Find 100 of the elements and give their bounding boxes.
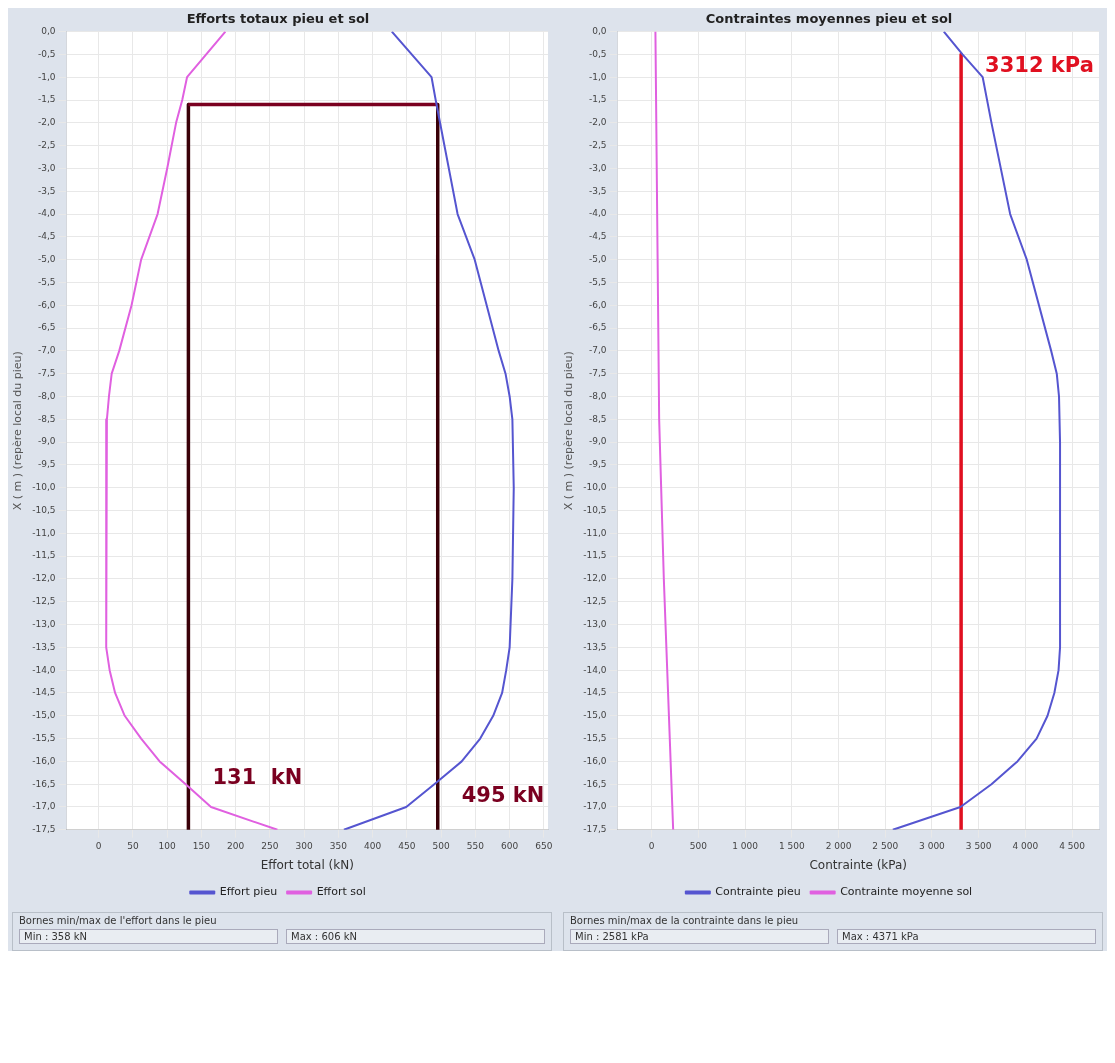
y-tick-label: -8,0: [37, 390, 56, 401]
y-tick-label: -13,0: [583, 618, 607, 629]
annotation: 495 kN: [461, 783, 545, 808]
y-tick-label: -17,0: [32, 801, 56, 812]
y-tick-label: -4,0: [37, 208, 56, 219]
y-tick-label: -11,0: [32, 527, 56, 538]
y-tick-label: -9,5: [37, 459, 56, 470]
y-tick-label: -9,5: [588, 459, 607, 470]
x-tick-label: 3 000: [919, 840, 946, 851]
y-tick-label: -6,5: [588, 322, 607, 333]
y-tick-label: -4,0: [588, 208, 607, 219]
y-tick-label: -3,5: [37, 185, 56, 196]
x-tick-label: 600: [501, 840, 519, 851]
x-tick-label: 150: [192, 840, 211, 851]
y-tick-label: -11,5: [583, 550, 607, 561]
y-tick-label: -12,5: [32, 596, 56, 607]
y-tick-label: -6,5: [37, 322, 56, 333]
y-tick-label: -12,5: [583, 596, 607, 607]
y-tick-label: -1,5: [37, 94, 56, 105]
y-tick-label: -5,0: [37, 254, 56, 264]
y-tick-label: -4,5: [588, 231, 607, 242]
y-tick-label: -13,5: [32, 641, 56, 652]
y-axis-title: X ( m ) (repère local du pieu): [562, 351, 576, 511]
y-tick-label: -17,0: [583, 801, 607, 812]
y-tick-label: -5,0: [588, 254, 607, 264]
y-tick-label: -0,5: [588, 48, 607, 59]
y-tick-label: -16,0: [32, 755, 56, 766]
y-tick-label: -9,0: [37, 436, 56, 447]
text: Max : 606 kN: [286, 929, 545, 944]
y-tick-label: -7,5: [37, 368, 56, 379]
x-tick-label: 400: [364, 840, 382, 851]
x-tick-label: 500: [432, 840, 451, 851]
y-tick-label: -8,5: [37, 413, 56, 424]
legend-label: Effort sol: [316, 885, 366, 899]
x-tick-label: 4 500: [1059, 840, 1086, 851]
text: Min : 2581 kPa: [570, 929, 829, 944]
y-tick-label: 0,0: [592, 25, 607, 36]
y-tick-label: -15,5: [583, 732, 607, 743]
y-tick-label: -17,5: [583, 824, 607, 835]
y-tick-label: -14,5: [32, 687, 56, 698]
y-tick-label: -3,5: [588, 185, 607, 196]
chart-title: Efforts totaux pieu et sol: [186, 11, 370, 27]
y-tick-label: -3,0: [588, 162, 607, 173]
y-tick-label: -14,5: [583, 687, 607, 698]
y-tick-label: -15,0: [583, 710, 607, 721]
chart-title: Contraintes moyennes pieu et sol: [705, 11, 953, 27]
y-tick-label: -1,0: [37, 71, 56, 82]
x-tick-label: 1 000: [732, 840, 759, 851]
y-tick-label: -6,0: [588, 299, 607, 310]
y-tick-label: -10,5: [32, 504, 56, 515]
y-tick-label: -12,0: [583, 573, 607, 584]
y-tick-label: -2,0: [37, 117, 56, 128]
x-axis-title: Contrainte (kPa): [809, 857, 908, 872]
y-tick-label: -5,5: [588, 276, 607, 287]
legend-label: Contrainte pieu: [715, 885, 801, 899]
annotation: 131 kN: [212, 764, 303, 789]
y-tick-label: -6,0: [37, 299, 56, 310]
y-tick-label: -14,0: [583, 664, 607, 675]
x-tick-label: 4 000: [1012, 840, 1039, 851]
text: Max : 4371 kPa: [837, 929, 1096, 944]
y-tick-label: -12,0: [32, 573, 56, 584]
x-tick-label: 1 500: [778, 840, 805, 851]
y-tick-label: -1,0: [588, 71, 607, 82]
x-tick-label: 450: [398, 840, 416, 851]
y-tick-label: -8,5: [588, 413, 607, 424]
y-tick-label: -10,5: [583, 504, 607, 515]
y-tick-label: -10,0: [32, 482, 56, 493]
text: Bornes min/max de l'effort dans le pieu: [19, 915, 218, 926]
y-tick-label: -2,5: [588, 139, 607, 150]
y-tick-label: -13,0: [32, 618, 56, 629]
y-tick-label: -5,5: [37, 276, 56, 287]
y-tick-label: -8,0: [588, 390, 607, 401]
x-tick-label: 3 500: [965, 840, 992, 851]
y-tick-label: -9,0: [588, 436, 607, 447]
x-axis-title: Effort total (kN): [260, 857, 354, 872]
y-tick-label: -15,0: [32, 710, 56, 721]
y-tick-label: -16,5: [583, 778, 607, 789]
y-axis-title: X ( m ) (repère local du pieu): [11, 351, 25, 511]
y-tick-label: -15,5: [32, 732, 56, 743]
x-tick-label: 50: [127, 840, 139, 851]
x-tick-label: 650: [535, 840, 553, 851]
x-tick-label: 500: [689, 840, 708, 851]
x-tick-label: 2 000: [825, 840, 852, 851]
x-tick-label: 350: [329, 840, 348, 851]
y-tick-label: -16,0: [583, 755, 607, 766]
text: Min : 358 kN: [19, 929, 278, 944]
y-tick-label: -7,0: [588, 345, 607, 356]
y-tick-label: -4,5: [37, 231, 56, 242]
legend-label: Effort pieu: [219, 885, 278, 899]
text: Bornes min/max de la contrainte dans le pieu: [570, 915, 800, 926]
y-tick-label: -7,0: [37, 345, 56, 356]
y-tick-label: -10,0: [583, 482, 607, 493]
y-tick-label: -0,5: [37, 48, 56, 59]
y-tick-label: -14,0: [32, 664, 56, 675]
annotation: 3312 kPa: [985, 53, 1094, 78]
x-tick-label: 0: [648, 840, 655, 851]
y-tick-label: -16,5: [32, 778, 56, 789]
x-tick-label: 200: [227, 840, 245, 851]
x-tick-label: 250: [261, 840, 279, 851]
y-tick-label: -17,5: [32, 824, 56, 835]
